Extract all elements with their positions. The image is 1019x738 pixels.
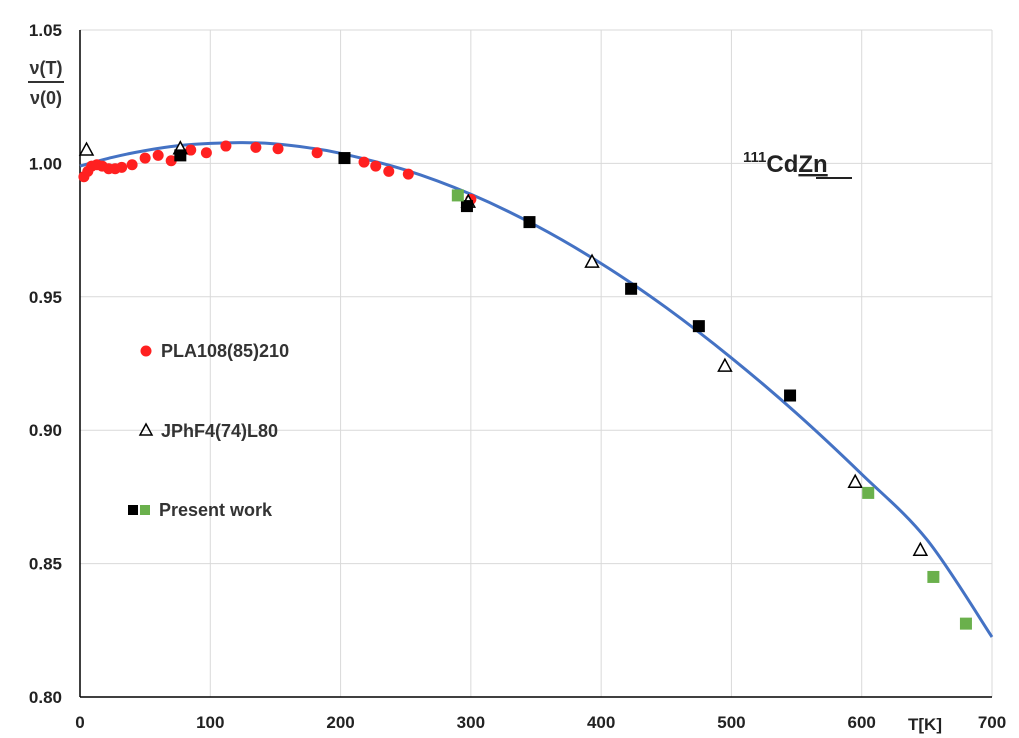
point-pla — [139, 152, 151, 164]
point-present-black — [523, 216, 536, 229]
point-present-black — [625, 282, 638, 295]
point-pla — [220, 140, 232, 152]
y-axis-label: ν(T) ν(0) — [28, 58, 64, 108]
legend-marker-pla — [140, 345, 152, 357]
point-jphf — [847, 473, 863, 488]
x-tick-label: 500 — [717, 713, 745, 732]
point-present-black — [692, 320, 705, 333]
point-pla — [185, 144, 197, 156]
axes — [79, 30, 992, 698]
legend-marker-present-green — [140, 505, 150, 515]
point-jphf — [78, 141, 95, 156]
point-present-black — [784, 389, 797, 402]
y-tick-labels: 0.80 0.85 0.90 0.95 1.00 1.05 — [29, 21, 62, 707]
legend: PLA108(85)210 JPhF4(74)L80 Present work — [128, 341, 289, 520]
title-superscript: 111 — [743, 149, 766, 166]
title-base: Cd — [766, 151, 798, 178]
chart-title: 111CdZn — [743, 149, 828, 178]
point-pla — [250, 141, 262, 153]
point-present-green — [862, 486, 875, 499]
point-jphf — [717, 357, 733, 372]
x-axis-label: T[K] — [908, 715, 942, 734]
point-jphf — [912, 541, 929, 557]
y-tick-label: 0.95 — [29, 288, 62, 307]
y-tick-label: 1.00 — [29, 154, 62, 173]
x-tick-label: 0 — [75, 713, 84, 732]
legend-label-jphf: JPhF4(74)L80 — [161, 421, 278, 441]
point-present-black — [174, 149, 187, 162]
point-pla — [311, 147, 323, 159]
fit-curve — [79, 141, 994, 638]
y-tick-label: 1.05 — [29, 21, 62, 40]
point-pla — [370, 160, 382, 172]
legend-marker-jphf — [138, 422, 154, 436]
y-label-numerator: ν(T) — [30, 58, 63, 78]
point-pla — [358, 156, 370, 168]
y-tick-label: 0.90 — [29, 421, 62, 440]
point-present-green — [451, 189, 464, 202]
point-jphf — [584, 253, 600, 268]
x-tick-label: 300 — [457, 713, 485, 732]
y-label-denominator: ν(0) — [30, 88, 62, 108]
x-tick-label: 100 — [196, 713, 224, 732]
point-present-black — [338, 152, 351, 165]
y-tick-label: 0.80 — [29, 688, 62, 707]
y-tick-label: 0.85 — [29, 555, 62, 574]
point-pla — [383, 165, 395, 177]
grid — [79, 29, 993, 698]
point-pla — [116, 161, 128, 173]
x-tick-label: 400 — [587, 713, 615, 732]
x-tick-label: 600 — [848, 713, 876, 732]
x-tick-label: 700 — [978, 713, 1006, 732]
point-pla — [200, 147, 212, 159]
point-present-black — [460, 200, 473, 213]
point-pla — [402, 168, 414, 180]
point-pla — [165, 155, 177, 167]
legend-label-pla: PLA108(85)210 — [161, 341, 289, 361]
point-pla — [272, 143, 284, 155]
point-pla — [152, 149, 164, 161]
point-present-green — [927, 570, 940, 583]
point-pla — [126, 159, 138, 171]
title-underlined: Zn — [798, 151, 827, 178]
x-tick-labels: 0 100 200 300 400 500 600 700 — [75, 713, 1006, 732]
legend-label-present: Present work — [159, 500, 273, 520]
legend-marker-present-black — [128, 505, 138, 515]
x-tick-label: 200 — [326, 713, 354, 732]
point-present-green — [959, 617, 972, 630]
data-points — [78, 140, 972, 630]
